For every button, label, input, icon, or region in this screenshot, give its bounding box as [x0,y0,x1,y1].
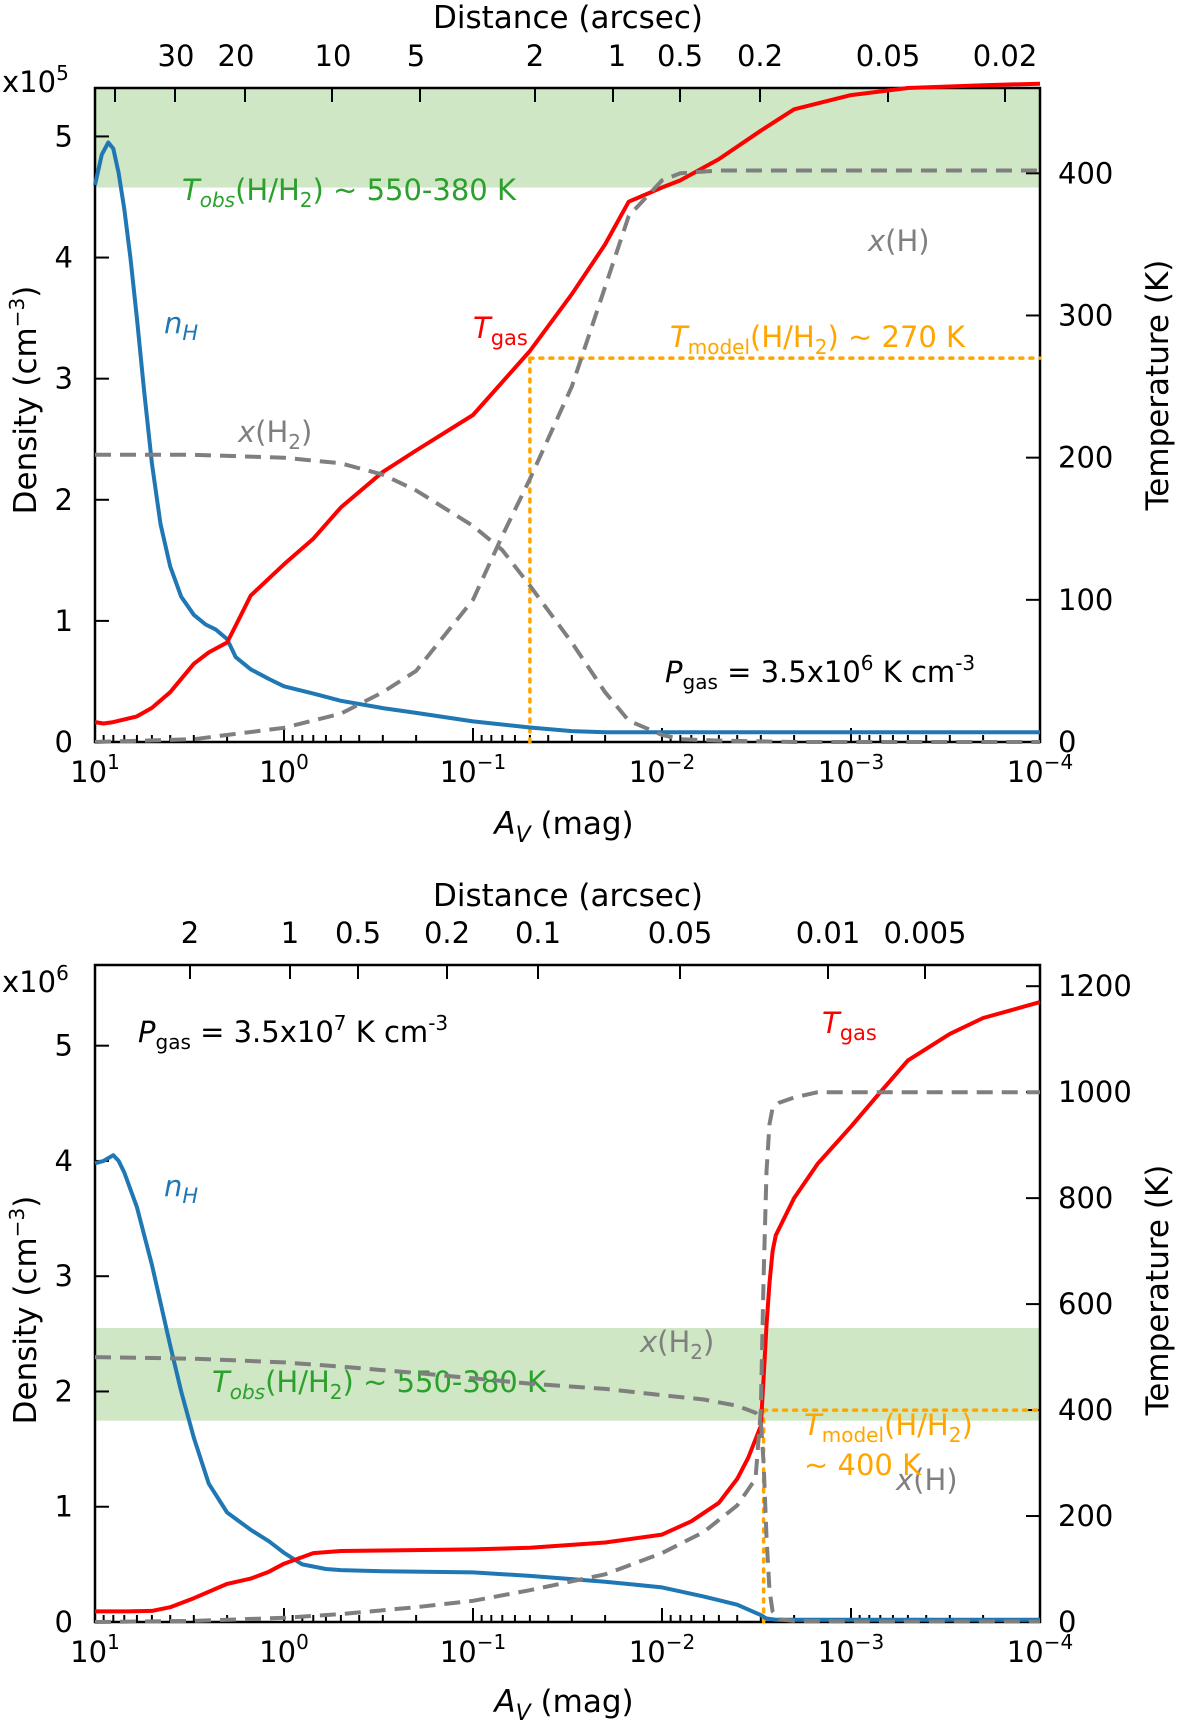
top-ytick-right-label: 200 [1058,441,1113,475]
bottom-ytick-right-label: 200 [1058,1499,1113,1533]
top-ann-xh: x(H) [867,224,930,258]
bottom-xtick-label: 10−2 [629,1630,695,1669]
bottom-ann-nh: nH [164,1169,198,1208]
top-plot-frame [93,86,1042,744]
top-panel: Distance (arcsec) x105 Density (cm−3) Te… [2,0,1176,848]
bottom-series-tgas [95,1000,1041,1614]
top-ylabel-right: Temperature (K) [1140,260,1176,512]
top-top-tick-label: 5 [407,39,425,73]
bottom-ytick-right-label: 800 [1058,1181,1113,1215]
bottom-plot-frame [93,963,1042,1624]
bottom-xtick-label: 10−4 [1007,1630,1073,1669]
bottom-top-tick-label: 0.01 [796,916,861,950]
top-ytick-left-label: 0 [55,725,73,759]
bottom-top-tick-label: 1 [281,916,299,950]
top-xtick-label: 101 [70,750,120,789]
bottom-ann-tmodel: Tmodel(H/H2) [804,1408,973,1447]
bottom-top-tick-label: 0.2 [424,916,470,950]
top-ytick-left-label: 2 [55,483,73,517]
bottom-ann-tmodel2: ~ 400 K [804,1448,922,1482]
top-ytick-right-label: 100 [1058,583,1113,617]
bottom-top-tick-label: 0.1 [515,916,561,950]
top-ann-tgas: Tgas [473,311,528,350]
top-top-tick-label: 1 [608,39,626,73]
top-series-nh [93,140,1040,735]
top-ytick-left-label: 4 [55,241,73,275]
top-top-tick-label: 0.5 [657,39,703,73]
bottom-ytick-left-label: 3 [55,1259,73,1293]
bottom-xlabel: AV (mag) [492,1684,633,1720]
bottom-ylabel-left: Density (cm−3) [5,1196,44,1425]
top-ytick-right-label: 0 [1058,725,1076,759]
bottom-top-tick-label: 0.005 [883,916,966,950]
top-ytick-right-label: 400 [1058,156,1113,190]
bottom-xtick-label: 10−3 [818,1630,884,1669]
bottom-ytick-left-label: 4 [55,1144,73,1178]
bottom-ytick-left-label: 0 [55,1605,73,1639]
top-top-tick-label: 10 [315,39,352,73]
bottom-ytick-right-label: 600 [1058,1287,1113,1321]
top-ann-nh: nH [164,306,198,345]
bottom-ann-xh-final: x(H) [895,1463,958,1497]
top-series-tgas [94,81,1041,726]
top-xtick-label: 10−3 [818,750,884,789]
top-ytick-right-label: 300 [1058,298,1113,332]
top-ytick-left-label: 5 [55,119,73,153]
bottom-ytick-right-label: 1000 [1058,1075,1132,1109]
bottom-series-nh [94,1153,1040,1622]
bottom-distance-label: Distance (arcsec) [433,878,703,914]
bottom-xtick-label: 100 [259,1630,309,1669]
bottom-ytick-right-label: 400 [1058,1393,1113,1427]
top-series-xh2 [95,452,1040,744]
bottom-ytick-right-label: 1200 [1058,969,1132,1003]
bottom-multiplier: x106 [2,961,69,999]
top-top-tick-label: 0.05 [856,39,921,73]
top-xtick-label: 10−1 [440,750,506,789]
top-ylabel-left: Density (cm−3) [5,286,44,515]
bottom-ylabel-right: Temperature (K) [1140,1165,1176,1417]
bottom-panel: Distance (arcsec) x106 Density (cm−3) Te… [2,878,1176,1724]
bottom-xtick-label: 101 [70,1630,120,1669]
top-xlabel: AV (mag) [492,806,633,848]
bottom-ann-xh2: x(H2) [639,1325,714,1364]
bottom-ytick-right-label: 0 [1058,1605,1076,1639]
bottom-top-tick-label: 0.5 [335,916,381,950]
bottom-top-tick-label: 2 [181,916,199,950]
top-ann-pgas: Pgas = 3.5x106 K cm-3 [665,651,975,694]
bottom-ytick-left-label: 2 [55,1374,73,1408]
top-xtick-label: 10−2 [629,750,695,789]
top-top-tick-label: 0.02 [973,39,1038,73]
top-ann-xh2: x(H2) [237,415,312,454]
top-xtick-label: 100 [259,750,309,789]
top-series-xh [94,168,1040,744]
top-top-tick-label: 20 [218,39,255,73]
bottom-ytick-left-label: 5 [55,1029,73,1063]
bottom-xtick-label: 10−1 [440,1630,506,1669]
top-ytick-left-label: 3 [55,362,73,396]
top-xtick-label: 10−4 [1007,750,1073,789]
top-ann-tmodel: Tmodel(H/H2) ~ 270 K [670,320,966,359]
bottom-obs-band [95,1327,1040,1421]
bottom-ann-pgas: Pgas = 3.5x107 K cm-3 [138,1011,448,1054]
top-top-tick-label: 30 [158,39,195,73]
top-ann-tobs: Tobs(H/H2) ~ 550-380 K [182,173,517,212]
top-top-tick-label: 2 [526,39,544,73]
bottom-top-tick-label: 0.05 [648,916,713,950]
top-multiplier: x105 [2,61,69,99]
top-ytick-left-label: 1 [55,604,73,638]
bottom-series-xh [94,1090,1040,1624]
bottom-ytick-left-label: 1 [55,1490,73,1524]
top-distance-label: Distance (arcsec) [433,0,703,36]
bottom-ann-tgas: Tgas [822,1006,877,1045]
top-top-tick-label: 0.2 [737,39,783,73]
